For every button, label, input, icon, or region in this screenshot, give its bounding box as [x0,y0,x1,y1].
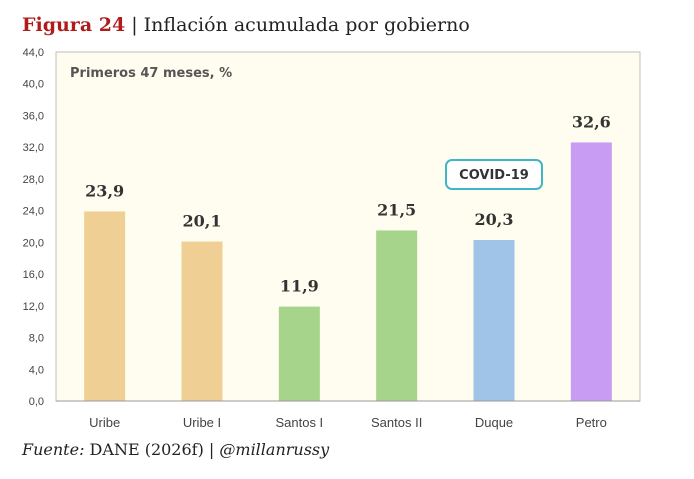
x-category-label: Duque [475,415,513,430]
plot-background [55,51,641,402]
covid-annotation-box [445,159,543,190]
chart-title: Figura 24 | Inflación acumulada por gobi… [22,14,470,36]
bar-value-label: 20,1 [183,212,222,231]
figure-number: Figura 24 [22,14,126,36]
title-text: Inflación acumulada por gobierno [143,14,470,36]
y-tick-label: 44,0 [23,47,44,59]
source-text: DANE (2026f) | [84,440,220,459]
bar [570,142,612,401]
x-category-label: Santos II [371,415,422,430]
bar-value-label: 32,6 [572,112,611,131]
x-category-label: Petro [576,415,607,430]
bar-value-label: 21,5 [377,200,416,219]
y-tick-label: 0,0 [29,396,44,408]
y-tick-label: 20,0 [23,237,44,249]
bar [376,230,418,401]
author-handle: @millanrussy [219,440,330,459]
source-label: Fuente: [22,440,85,459]
bar [278,306,320,401]
x-category-label: Santos I [275,415,323,430]
chart-subtitle: Primeros 47 meses, % [70,66,232,81]
y-tick-label: 32,0 [23,142,44,154]
y-tick-label: 24,0 [23,206,44,218]
x-category-label: Uribe [89,415,120,430]
y-tick-label: 4,0 [29,364,44,376]
bars: 23,9 Uribe 20,1 Uribe I 11,9 Santos I 21,5 Sant… [84,112,612,430]
bar-value-label: 20,3 [475,210,514,229]
covid-annotation-text: COVID-19 [459,168,529,183]
y-tick-label: 12,0 [23,301,44,313]
y-tick-label: 36,0 [23,110,44,122]
x-category-label: Uribe I [183,415,221,430]
bar-value-label: 23,9 [85,181,124,200]
y-tick-label: 16,0 [23,269,44,281]
title-separator: | [125,14,144,36]
bar [473,239,515,401]
y-tick-label: 40,0 [23,79,44,91]
covid-annotation: COVID-19 [445,159,543,190]
y-tick-label: 28,0 [23,174,44,186]
bar-value-label: 11,9 [280,277,319,296]
y-tick-label: 8,0 [29,333,44,345]
source-note: Fuente: DANE (2026f) | @millanrussy [22,440,329,459]
y-axis-ticks: 0,0 4,0 8,0 12,0 16,0 20,0 24,0 28,0 32,0 36,0 40,… [23,47,44,408]
bar [181,241,223,401]
bar [84,211,126,401]
